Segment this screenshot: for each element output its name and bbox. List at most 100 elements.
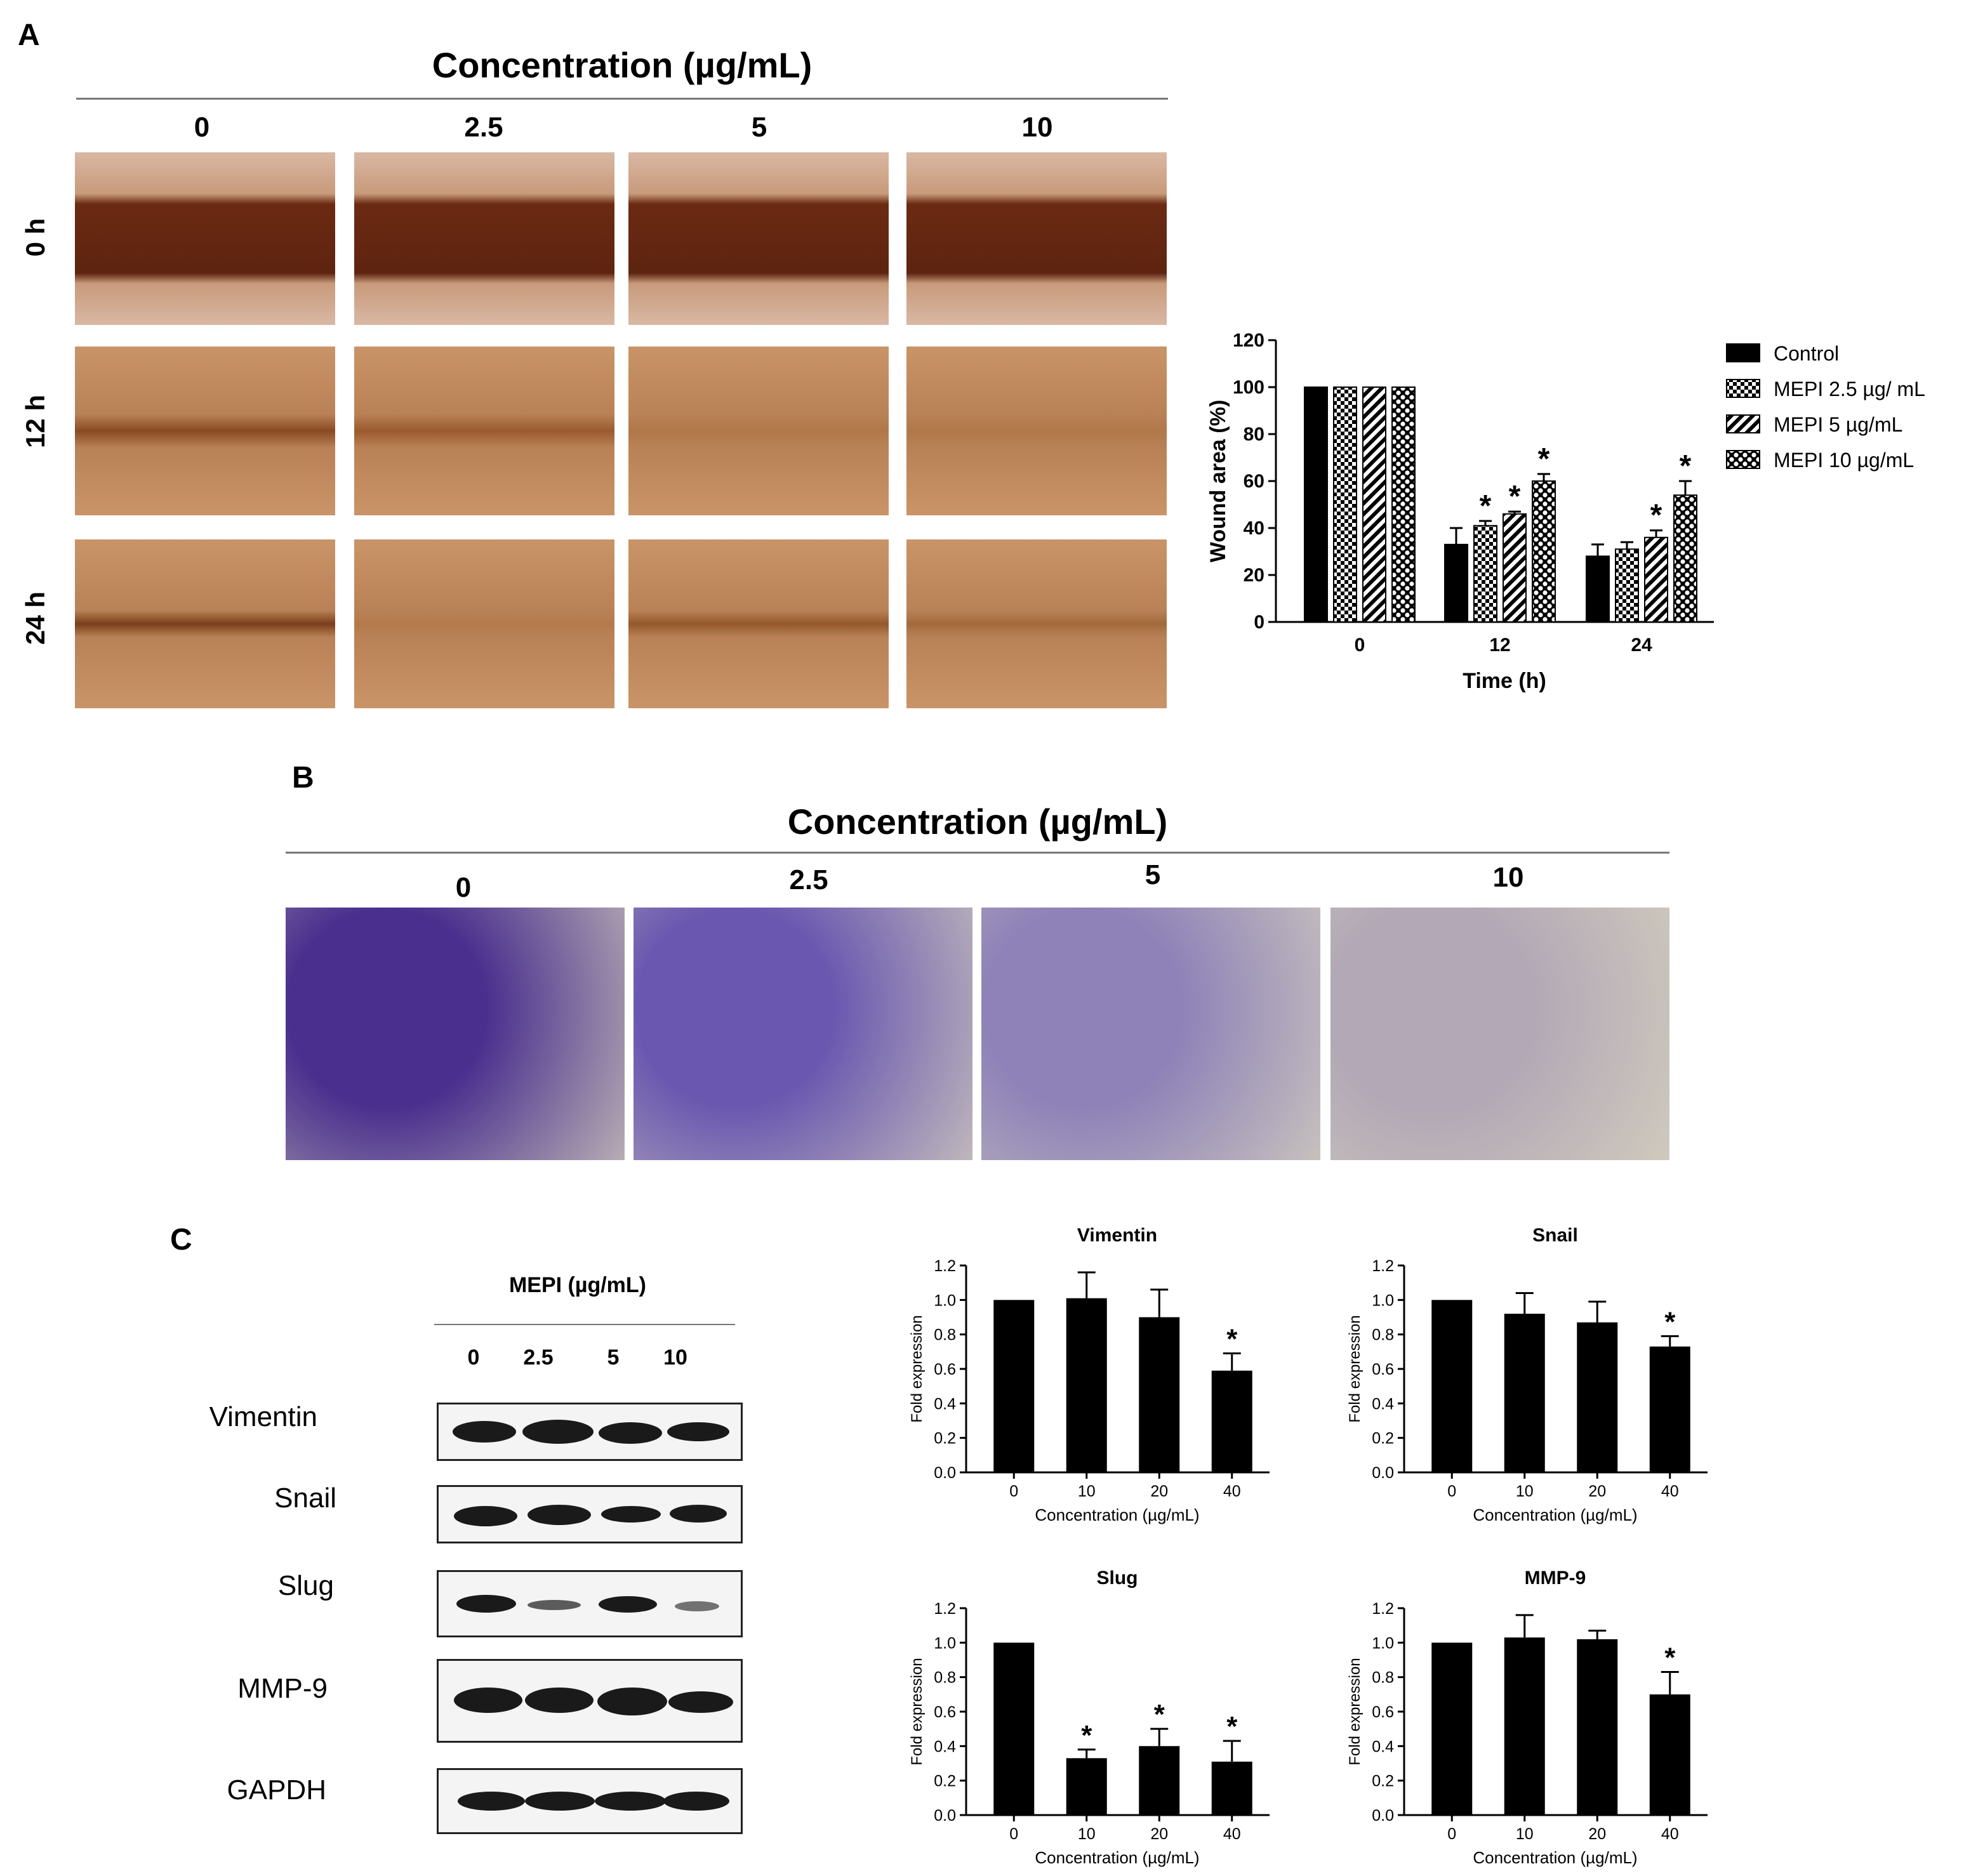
panel-a-col-1: 2.5 bbox=[464, 112, 503, 143]
wound-bar bbox=[1503, 513, 1527, 623]
blot-header: MEPI (µg/mL) bbox=[508, 1273, 647, 1297]
wound-y-tick-label: 40 bbox=[1244, 518, 1264, 539]
wound-image-12h-col2 bbox=[628, 347, 889, 515]
mmp9-x-tick-label: 0 bbox=[1447, 1825, 1456, 1843]
snail-y-tick-label: 0.8 bbox=[1372, 1326, 1394, 1344]
snail-x-tick-label: 0 bbox=[1447, 1483, 1456, 1500]
mmp9-bar bbox=[1431, 1642, 1473, 1815]
panel-b-col-2: 5 bbox=[1145, 859, 1161, 890]
panel-b-col-1: 2.5 bbox=[789, 864, 828, 895]
wound-legend-swatch bbox=[1726, 343, 1760, 362]
blot-lane-2: 5 bbox=[607, 1345, 620, 1370]
blot-label-gapdh: GAPDH bbox=[227, 1774, 326, 1806]
wound-bar bbox=[1532, 480, 1556, 623]
snail-chart-title: Snail bbox=[1532, 1225, 1578, 1246]
wound-legend-label: MEPI 10 µg/mL bbox=[1774, 449, 1914, 472]
blot-lane-3: 10 bbox=[663, 1345, 687, 1370]
blot-strip-vimentin bbox=[437, 1403, 743, 1461]
blot-strip-snail bbox=[437, 1485, 743, 1543]
blot-label-vimentin: Vimentin bbox=[209, 1401, 317, 1432]
slug-x-tick-label: 0 bbox=[1009, 1825, 1018, 1843]
slug-significance-mark: * bbox=[1154, 1699, 1165, 1730]
slug-y-tick-label: 0.8 bbox=[934, 1669, 956, 1687]
slug-bar bbox=[1211, 1761, 1252, 1815]
slug-chart: Slug 0.0 0.2 0.4 0.6 0.8 1.0 1.2 Fold expression… bbox=[908, 1568, 1270, 1867]
wound-image-12h-col3 bbox=[906, 347, 1167, 515]
slug-y-tick-label: 0.6 bbox=[934, 1703, 956, 1721]
wound-y-label: Wound area (%) bbox=[1206, 400, 1230, 562]
wound-legend-swatch bbox=[1726, 414, 1760, 433]
panel-b-col-3: 10 bbox=[1492, 862, 1524, 893]
panel-a-col-2: 5 bbox=[751, 112, 767, 143]
blot-divider bbox=[434, 1324, 735, 1325]
transwell-image-col0 bbox=[286, 908, 625, 1160]
panel-a-col-0: 0 bbox=[194, 112, 210, 143]
snail-bar bbox=[1431, 1300, 1473, 1472]
mmp9-x-tick-label: 20 bbox=[1588, 1825, 1606, 1843]
wound-bar bbox=[1586, 555, 1610, 623]
vimentin-y-label: Fold expression bbox=[908, 1315, 926, 1422]
slug-y-label: Fold expression bbox=[908, 1658, 926, 1765]
wound-image-0h-col2 bbox=[628, 152, 889, 325]
wound-bar bbox=[1304, 386, 1328, 623]
snail-x-tick-label: 20 bbox=[1588, 1483, 1606, 1500]
vimentin-y-tick-label: 0.2 bbox=[934, 1430, 956, 1448]
blot-lane-0: 0 bbox=[467, 1345, 480, 1370]
vimentin-y-tick-label: 0.8 bbox=[934, 1326, 956, 1344]
wound-significance-mark: * bbox=[1538, 442, 1550, 476]
mmp9-bar bbox=[1577, 1639, 1618, 1815]
mmp9-x-tick-label: 10 bbox=[1516, 1825, 1534, 1843]
mmp9-y-tick-label: 0.4 bbox=[1372, 1738, 1394, 1755]
slug-y-tick-label: 0.2 bbox=[934, 1773, 956, 1790]
panel-a-row-2: 24 h bbox=[20, 591, 50, 645]
blot-strip-mmp9 bbox=[437, 1659, 743, 1743]
wound-bar bbox=[1444, 543, 1468, 623]
vimentin-bar bbox=[993, 1300, 1035, 1472]
panel-b-title: Concentration (µg/mL) bbox=[787, 802, 1168, 842]
vimentin-x-tick-label: 10 bbox=[1078, 1483, 1096, 1500]
slug-y-tick-label: 0.0 bbox=[934, 1807, 956, 1825]
vimentin-y-tick-label: 0.4 bbox=[934, 1395, 956, 1413]
panel-a-title: Concentration (µg/mL) bbox=[432, 45, 813, 85]
vimentin-x-label: Concentration (µg/mL) bbox=[1035, 1505, 1199, 1524]
wound-y-tick-label: 100 bbox=[1233, 377, 1264, 398]
blot-strip-gapdh bbox=[437, 1768, 743, 1834]
vimentin-chart-title: Vimentin bbox=[1077, 1225, 1157, 1246]
slug-x-tick-label: 40 bbox=[1223, 1825, 1241, 1843]
mmp9-bar bbox=[1649, 1694, 1690, 1815]
vimentin-bar bbox=[1066, 1298, 1107, 1472]
wound-bar bbox=[1615, 548, 1639, 623]
vimentin-y-tick-label: 0.6 bbox=[934, 1361, 956, 1378]
wound-image-24h-col0 bbox=[75, 539, 335, 708]
mmp9-chart-title: MMP-9 bbox=[1525, 1568, 1586, 1589]
wound-x-tick-label: 0 bbox=[1355, 635, 1365, 656]
mmp9-y-label: Fold expression bbox=[1346, 1658, 1364, 1765]
wound-legend-swatch bbox=[1726, 379, 1760, 398]
vimentin-chart: Vimentin 0.0 0.2 0.4 0.6 0.8 1.0 1.2 Fold expres… bbox=[908, 1225, 1270, 1524]
wound-image-0h-col3 bbox=[906, 152, 1167, 325]
mmp9-y-tick-label: 0.2 bbox=[1372, 1773, 1394, 1790]
slug-bar bbox=[1066, 1758, 1107, 1815]
blot-lane-1: 2.5 bbox=[523, 1345, 554, 1370]
snail-y-tick-label: 1.2 bbox=[1372, 1257, 1394, 1275]
wound-y-tick-label: 120 bbox=[1233, 330, 1264, 351]
panel-c-letter: C bbox=[170, 1223, 192, 1257]
wound-significance-mark: * bbox=[1509, 480, 1521, 513]
vimentin-x-tick-label: 0 bbox=[1009, 1483, 1018, 1500]
wound-image-12h-col0 bbox=[75, 347, 335, 515]
mmp9-chart: MMP-9 0.0 0.2 0.4 0.6 0.8 1.0 1.2 Fold expressio… bbox=[1346, 1568, 1708, 1867]
vimentin-x-tick-label: 40 bbox=[1223, 1483, 1241, 1500]
vimentin-significance-mark: * bbox=[1226, 1324, 1238, 1355]
wound-image-24h-col3 bbox=[906, 539, 1167, 708]
wound-image-24h-col2 bbox=[628, 539, 889, 708]
mmp9-y-tick-label: 0.8 bbox=[1372, 1669, 1394, 1687]
wound-image-0h-col0 bbox=[75, 152, 335, 325]
transwell-image-col3 bbox=[1330, 908, 1669, 1160]
blot-label-snail: Snail bbox=[274, 1483, 336, 1514]
wound-bar bbox=[1362, 386, 1386, 623]
slug-y-tick-label: 1.0 bbox=[934, 1634, 956, 1652]
slug-x-label: Concentration (µg/mL) bbox=[1035, 1848, 1199, 1867]
slug-bar bbox=[993, 1642, 1035, 1815]
panel-a-letter: A bbox=[18, 18, 40, 52]
mmp9-y-tick-label: 0.0 bbox=[1372, 1807, 1394, 1825]
